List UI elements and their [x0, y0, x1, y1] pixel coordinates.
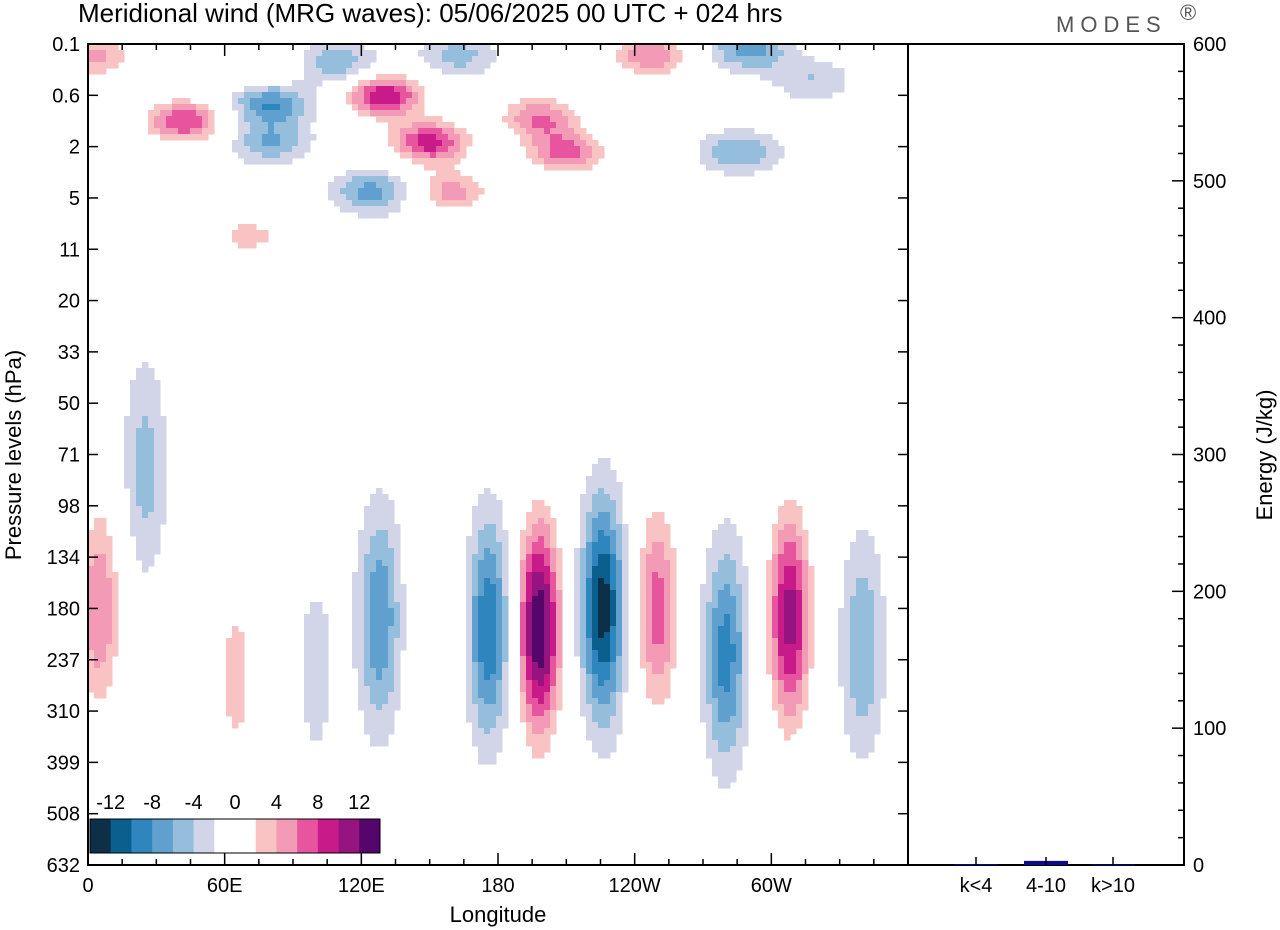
energy-tick-label: 300 — [1193, 445, 1226, 467]
y-tick-label: 180 — [47, 598, 80, 620]
x-tick-label: 0 — [82, 875, 93, 897]
colorbar-swatch — [193, 819, 215, 853]
colorbar-swatch — [317, 819, 339, 853]
y-tick-label: 98 — [58, 496, 80, 518]
logo-registered-mark: ® — [1180, 0, 1202, 25]
colorbar-tick-label: 12 — [348, 792, 370, 814]
energy-tick-label: 0 — [1193, 855, 1204, 877]
y-tick-label: 237 — [47, 650, 80, 672]
energy-bars: k<4 4-10 k>10 — [954, 857, 1135, 897]
colorbar-swatch — [152, 819, 174, 853]
y-tick-label: 508 — [47, 804, 80, 826]
colorbar-tick-label: 4 — [271, 792, 282, 814]
energy-category-label: 4-10 — [1026, 875, 1066, 897]
colorbar-tick-label: -4 — [185, 792, 203, 814]
heatmap-field — [88, 44, 887, 789]
colorbar: -12 -8 -4 0 4 8 12 — [88, 782, 384, 858]
y-tick-label: 11 — [59, 239, 80, 261]
energy-plot-frame — [907, 43, 1185, 866]
energy-category-label: k>10 — [1091, 875, 1135, 897]
y-tick-label: 71 — [58, 445, 80, 467]
colorbar-swatch — [131, 819, 153, 853]
y-tick-label: 0.6 — [52, 85, 80, 107]
y-tick-label: 5 — [69, 188, 80, 210]
x-tick-label: 120W — [609, 875, 661, 897]
x-tick-label: 60W — [751, 875, 792, 897]
chart-title: Meridional wind (MRG waves): 05/06/2025 … — [78, 0, 783, 28]
energy-tick-label: 500 — [1193, 171, 1226, 193]
x-axis: 0 60E 120E 180 120W 60W — [82, 44, 909, 897]
colorbar-swatch — [172, 819, 194, 853]
x-tick-label: 180 — [481, 875, 514, 897]
colorbar-tick-label: 8 — [312, 792, 323, 814]
y-tick-label: 310 — [47, 701, 80, 723]
colorbar-swatch — [297, 819, 319, 853]
colorbar-swatch — [214, 819, 236, 853]
colorbar-swatch — [338, 819, 360, 853]
y-tick-label: 33 — [58, 342, 80, 364]
y-tick-label: 0.1 — [52, 34, 80, 56]
colorbar-tick-label: -12 — [96, 792, 125, 814]
colorbar-swatch — [235, 819, 257, 853]
y-tick-label: 20 — [58, 291, 80, 313]
modes-logo: MODES — [1056, 12, 1167, 37]
y-tick-label: 50 — [58, 393, 80, 415]
x-axis-label: Longitude — [450, 902, 547, 927]
x-tick-label: 120E — [338, 875, 385, 897]
colorbar-swatch — [276, 819, 298, 853]
y-axis: 0.1 0.6 2 5 11 20 33 50 71 98 134 180 237 310 399 508 63… — [47, 34, 908, 877]
y-tick-label: 399 — [47, 752, 80, 774]
energy-category-label: k<4 — [960, 875, 993, 897]
energy-tick-label: 200 — [1193, 581, 1226, 603]
colorbar-tick-label: -8 — [143, 792, 161, 814]
colorbar-swatch — [359, 819, 381, 853]
y-tick-label: 134 — [47, 547, 80, 569]
y-axis-label: Pressure levels (hPa) — [1, 350, 26, 560]
energy-axis-label: Energy (J/kg) — [1252, 390, 1277, 521]
colorbar-tick-label: 0 — [229, 792, 240, 814]
colorbar-swatch — [110, 819, 132, 853]
y-tick-label: 2 — [69, 137, 80, 159]
energy-tick-label: 600 — [1193, 34, 1226, 56]
colorbar-swatch — [255, 819, 277, 853]
energy-axis: 0 100 200 300 400 500 600 — [1172, 34, 1226, 877]
energy-tick-label: 100 — [1193, 718, 1226, 740]
colorbar-swatch — [90, 819, 112, 853]
y-tick-label: 632 — [47, 855, 80, 877]
x-tick-label: 60E — [207, 875, 243, 897]
energy-tick-label: 400 — [1193, 308, 1226, 330]
